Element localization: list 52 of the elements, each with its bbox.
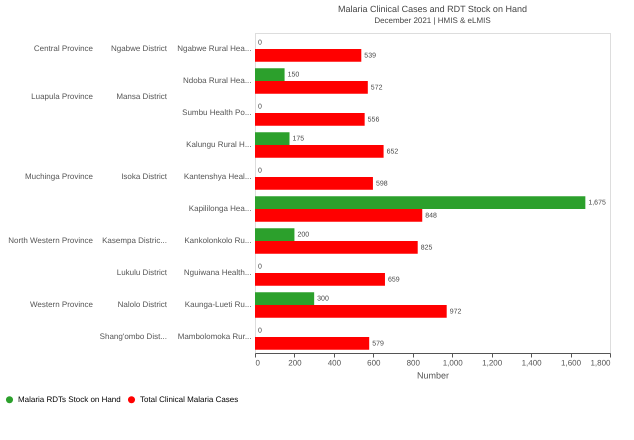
y-tick-label: Ngabwe Rural Hea... [177, 44, 252, 53]
x-tick-label: 800 [406, 358, 420, 368]
text: Mansa District [116, 92, 168, 101]
y-tick-label: Ndoba Rural Hea... [183, 76, 252, 85]
bar [255, 68, 285, 81]
x-tick-label: 0 [256, 358, 260, 368]
text: Isoka District [121, 172, 168, 181]
text: Lukulu District [116, 268, 168, 277]
bar [255, 209, 422, 222]
bar [255, 241, 418, 254]
bar [255, 273, 385, 286]
y-tick-label: Nguiwana Health... [184, 268, 252, 277]
x-tick-label: 1,000 [442, 358, 464, 368]
legend-label: Malaria RDTs Stock on Hand [18, 394, 121, 404]
chart-subtitle: December 2021 | HMIS & eLMIS [374, 16, 491, 25]
text: Nalolo District [118, 300, 168, 309]
x-tick-label: 400 [328, 358, 342, 368]
y-tick-label: Kalungu Rural H... [186, 140, 252, 149]
y-tick-label: Kapililonga Hea... [188, 204, 252, 213]
text: North Western Province [8, 236, 94, 245]
legend-label: Total Clinical Malaria Cases [140, 394, 238, 404]
x-tick-label: 1,400 [522, 358, 542, 368]
y-tick-label: Kantenshya Heal... [184, 172, 252, 181]
text: Central Province [34, 44, 94, 53]
text: Shang'ombo Dist... [100, 332, 167, 341]
bar [255, 196, 586, 209]
text: Muchinga Province [24, 172, 94, 181]
bar [255, 49, 362, 62]
x-tick-label: 1,600 [561, 358, 582, 368]
x-axis-title: Number [416, 370, 450, 380]
bar [255, 81, 368, 94]
chart-title: Malaria Clinical Cases and RDT Stock on Hand [338, 4, 527, 14]
bar [255, 113, 365, 126]
y-tick-label: Sumbu Health Po... [182, 108, 252, 117]
y-tick-label: Kankolonkolo Ru... [184, 236, 252, 245]
text: Kasempa Distric... [102, 236, 167, 245]
text: Luapula Province [31, 92, 94, 101]
y-tick-label: Kaunga-Lueti Ru... [184, 300, 252, 309]
bar [255, 177, 373, 190]
bar [255, 292, 314, 305]
x-tick-label: 1,200 [482, 358, 503, 368]
bar [255, 228, 294, 241]
bar [255, 337, 370, 350]
bar [255, 145, 384, 158]
x-tick-label: 200 [288, 358, 302, 368]
text: Western Province [30, 300, 94, 309]
x-tick-label: 1,800 [590, 358, 612, 368]
text: Ngabwe District [110, 44, 168, 53]
y-tick-label: Mambolomoka Rur... [178, 332, 252, 341]
bar [255, 305, 447, 318]
x-tick-label: 600 [367, 358, 382, 368]
bar [255, 132, 290, 145]
